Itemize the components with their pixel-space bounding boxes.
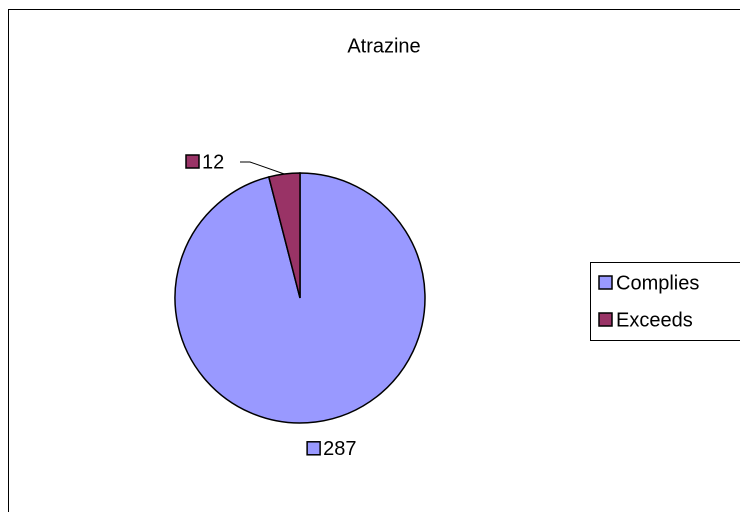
legend-label: Complies — [616, 272, 699, 294]
legend-key — [598, 312, 613, 327]
legend-label: Exceeds — [616, 309, 693, 331]
data-label: 287 — [323, 438, 356, 460]
data-label: 12 — [202, 151, 224, 173]
label-key — [306, 441, 321, 456]
leader-line — [240, 161, 285, 175]
chart-title: Atrazine — [347, 35, 420, 57]
label-key — [185, 154, 200, 169]
legend-key — [598, 275, 613, 290]
legend-box — [590, 262, 740, 341]
